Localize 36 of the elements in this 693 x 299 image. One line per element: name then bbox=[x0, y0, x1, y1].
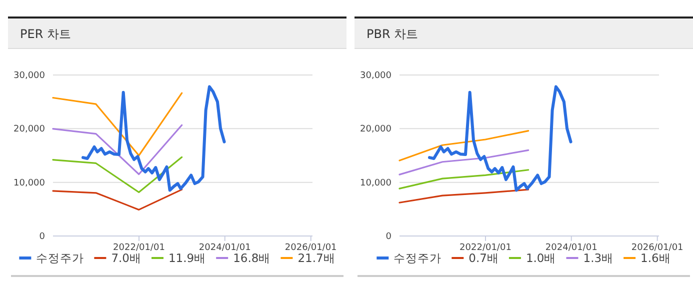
line-series bbox=[398, 169, 530, 190]
legend-label: 수정주가 bbox=[394, 251, 442, 265]
line-series bbox=[52, 124, 183, 176]
legend-label: 0.7배 bbox=[468, 251, 499, 265]
line-series bbox=[428, 85, 572, 192]
x-tick-label: 2022/01/01 bbox=[460, 243, 512, 253]
chart-title: PER 차트 bbox=[20, 27, 71, 41]
y-tick-label: 20,000 bbox=[14, 124, 46, 135]
line-series bbox=[52, 188, 183, 210]
x-tick-label: 2022/01/01 bbox=[113, 243, 165, 253]
legend-label: 11.9배 bbox=[168, 251, 206, 265]
line-series bbox=[398, 149, 530, 176]
y-tick-label: 0 bbox=[39, 232, 46, 242]
legend-label: 1.0배 bbox=[526, 251, 556, 265]
y-tick-label: 0 bbox=[386, 232, 392, 242]
line-series bbox=[52, 156, 183, 194]
x-tick-label: 2026/01/01 bbox=[284, 243, 337, 253]
line-series bbox=[398, 188, 530, 204]
x-tick-label: 2024/01/01 bbox=[198, 243, 251, 253]
line-series bbox=[82, 85, 226, 192]
line-series bbox=[398, 130, 530, 162]
legend-label: 1.3배 bbox=[583, 251, 614, 265]
y-tick-label: 30,000 bbox=[14, 71, 46, 81]
y-tick-label: 20,000 bbox=[360, 124, 392, 135]
legend-label: 21.7배 bbox=[298, 251, 336, 265]
y-tick-label: 30,000 bbox=[360, 71, 392, 81]
legend-label: 7.0배 bbox=[111, 251, 142, 265]
legend-label: 16.8배 bbox=[233, 251, 271, 265]
line-series bbox=[52, 92, 183, 156]
y-tick-label: 10,000 bbox=[360, 178, 392, 188]
legend-label: 수정주가 bbox=[36, 251, 84, 265]
y-tick-label: 10,000 bbox=[14, 178, 46, 188]
legend-label: 1.6배 bbox=[640, 251, 671, 265]
x-tick-label: 2024/01/01 bbox=[545, 243, 598, 253]
x-tick-label: 2026/01/01 bbox=[631, 243, 684, 253]
chart-title: PBR 차트 bbox=[366, 27, 418, 41]
